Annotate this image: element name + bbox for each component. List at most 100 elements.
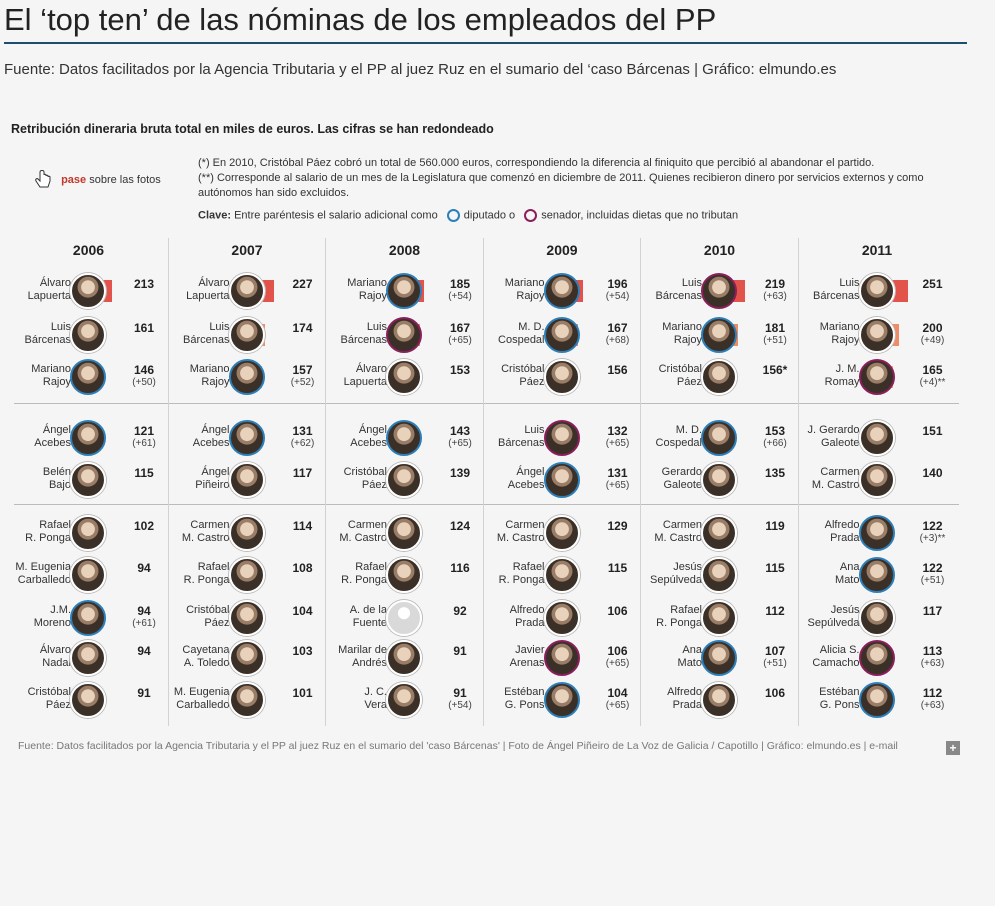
employee-photo[interactable] [858, 462, 895, 498]
employee-name: Ángel Acebes [350, 424, 387, 449]
employee-photo[interactable] [543, 317, 580, 353]
employee-photo[interactable] [858, 273, 895, 309]
employee-photo[interactable] [543, 420, 580, 456]
employee-photo[interactable] [228, 600, 265, 636]
employee-photo[interactable] [858, 600, 895, 636]
salary-value: 101 [292, 686, 313, 700]
salary-entry: Alfredo Prada 122 (+3)** [799, 515, 956, 557]
employee-photo[interactable] [70, 682, 106, 718]
employee-photo[interactable] [386, 515, 422, 551]
employee-name: Álvaro Lapuerta [343, 363, 387, 388]
employee-photo[interactable] [70, 317, 106, 353]
salary-value: 94 [137, 604, 151, 618]
employee-photo[interactable] [228, 317, 265, 353]
key-diputado: diputado o [463, 209, 516, 222]
employee-photo[interactable] [701, 640, 737, 676]
employee-name: Mariano Rajoy [189, 363, 230, 388]
employee-photo[interactable] [228, 273, 265, 309]
employee-photo[interactable] [858, 515, 895, 551]
expand-plus-button[interactable]: + [946, 741, 960, 755]
title-rule [4, 42, 967, 44]
employee-photo[interactable] [386, 359, 422, 395]
employee-name: Luis Bárcenas [655, 277, 702, 302]
employee-photo[interactable] [70, 359, 106, 395]
employee-photo[interactable] [70, 462, 106, 498]
salary-entry: Luis Bárcenas 161 [10, 317, 167, 359]
salary-entry: Rafael R. Ponga 102 [10, 515, 167, 557]
employee-photo[interactable] [543, 640, 580, 676]
extra-salary: (+54) [605, 291, 630, 302]
employee-photo[interactable] [701, 359, 737, 395]
salary-value: 131 [292, 424, 313, 438]
salary-value: 156 [607, 363, 628, 377]
salary-value: 121 [133, 424, 155, 438]
employee-photo[interactable] [386, 420, 422, 456]
employee-photo[interactable] [858, 420, 895, 456]
employee-name: Mariano Rajoy [347, 277, 387, 302]
employee-name: Luis Bárcenas [498, 424, 545, 449]
salary-entry: Belén Bajo 115 [10, 462, 167, 504]
employee-photo[interactable] [858, 359, 895, 395]
employee-photo[interactable] [70, 600, 106, 636]
salary-entry: A. de la Fuente 92 [326, 600, 483, 642]
employee-photo[interactable] [386, 273, 422, 309]
employee-photo[interactable] [543, 273, 580, 309]
employee-photo[interactable] [386, 317, 422, 353]
salary-value: 196 [607, 277, 628, 291]
extra-salary: (+66) [763, 438, 787, 449]
salary-entry: Luis Bárcenas 174 [169, 317, 326, 359]
employee-photo[interactable] [701, 515, 737, 551]
pointer-hand-icon [35, 170, 51, 188]
employee-photo[interactable] [228, 557, 265, 593]
employee-name: Mariano Rajoy [504, 277, 545, 302]
salary-entry: J. M. Romay 165 (+4)** [799, 359, 956, 401]
employee-name: Carmen M. Castro [181, 519, 230, 544]
employee-photo[interactable] [386, 600, 422, 636]
year-label: 2006 [72, 242, 105, 258]
employee-photo[interactable] [701, 273, 737, 309]
employee-photo[interactable] [386, 557, 422, 593]
employee-photo[interactable] [858, 640, 895, 676]
key-text: Entre paréntesis el salario adicional co… [234, 209, 438, 222]
employee-photo[interactable] [858, 682, 895, 718]
employee-photo[interactable] [543, 462, 580, 498]
employee-photo[interactable] [70, 420, 106, 456]
employee-photo[interactable] [386, 682, 422, 718]
employee-photo[interactable] [70, 640, 106, 676]
salary-entry: Rafael R. Ponga 115 [484, 557, 641, 599]
employee-photo[interactable] [70, 515, 106, 551]
footnote-2: (**) Corresponde al salario de un mes de… [198, 172, 924, 199]
salary-value: 119 [765, 519, 785, 533]
employee-photo[interactable] [386, 462, 422, 498]
employee-photo[interactable] [386, 640, 422, 676]
employee-photo[interactable] [228, 682, 265, 718]
employee-photo[interactable] [701, 462, 737, 498]
employee-photo[interactable] [543, 359, 580, 395]
employee-photo[interactable] [228, 640, 265, 676]
employee-photo[interactable] [701, 420, 737, 456]
employee-photo[interactable] [228, 359, 265, 395]
employee-photo[interactable] [228, 515, 265, 551]
extra-salary: (+51) [920, 575, 945, 586]
employee-photo[interactable] [701, 682, 737, 718]
employee-photo[interactable] [70, 273, 106, 309]
employee-photo[interactable] [701, 600, 737, 636]
employee-name: Ángel Acebes [507, 466, 545, 491]
employee-photo[interactable] [701, 317, 737, 353]
employee-photo[interactable] [543, 515, 580, 551]
employee-photo[interactable] [543, 682, 580, 718]
employee-name: Javier Arenas [509, 644, 545, 669]
salary-entry: Luis Bárcenas 132 (+65) [484, 420, 641, 462]
hint-pase: pase [61, 173, 87, 186]
employee-photo[interactable] [543, 557, 580, 593]
employee-photo[interactable] [228, 420, 265, 456]
employee-photo[interactable] [228, 462, 265, 498]
employee-photo[interactable] [543, 600, 580, 636]
employee-photo[interactable] [701, 557, 737, 593]
salary-value: 122 [922, 561, 943, 575]
employee-photo[interactable] [858, 317, 895, 353]
salary-value: 156* [762, 363, 788, 377]
employee-photo[interactable] [70, 557, 106, 593]
employee-photo[interactable] [858, 557, 895, 593]
employee-name: Mariano Rajoy [662, 321, 702, 346]
